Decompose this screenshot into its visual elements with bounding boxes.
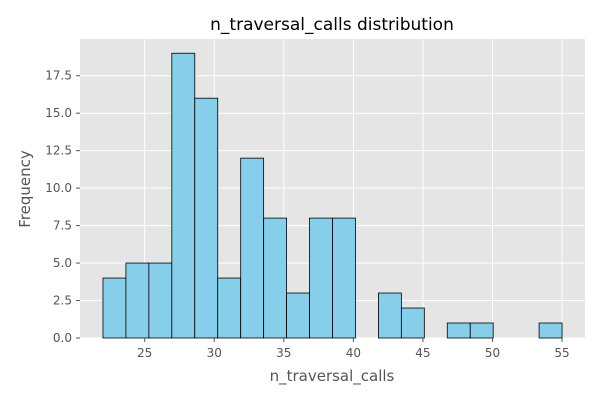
histogram-bar: [125, 262, 150, 339]
x-tick-label: 50: [485, 346, 500, 360]
histogram-bar: [263, 217, 287, 339]
x-tick-label: 40: [346, 346, 361, 360]
histogram-bar: [446, 322, 471, 339]
y-axis-label: Frequency: [16, 150, 34, 228]
histogram-bar: [240, 157, 265, 339]
x-axis-label: n_traversal_calls: [270, 367, 395, 386]
y-tick-label: 10.0: [45, 181, 72, 195]
histogram-bar: [194, 97, 219, 339]
histogram-bar: [217, 277, 242, 339]
x-tick-label: 45: [415, 346, 430, 360]
y-tick-label: 2.5: [53, 294, 72, 308]
histogram-bar: [102, 277, 127, 339]
x-tick-label: 30: [207, 346, 222, 360]
histogram-bar: [378, 292, 402, 339]
histogram-bar: [171, 52, 196, 339]
x-tick-label: 25: [137, 346, 152, 360]
histogram-bar: [148, 262, 173, 339]
histogram-bar: [469, 322, 494, 339]
y-tick-label: 15.0: [45, 106, 72, 120]
chart-title: n_traversal_calls distribution: [210, 15, 454, 35]
histogram-bar: [309, 217, 333, 339]
y-tick-label: 0.0: [53, 331, 72, 345]
histogram-bar: [332, 217, 356, 339]
histogram-bars: [102, 52, 563, 339]
y-tick-label: 12.5: [45, 144, 72, 158]
histogram-bar: [400, 307, 425, 339]
histogram-bar: [538, 322, 563, 339]
x-tick-label: 55: [554, 346, 569, 360]
histogram-bar: [286, 292, 310, 339]
y-axis-ticks: 0.0 2.5 5.0 7.5 10.0 12.5 15.0 17.5: [45, 69, 80, 345]
x-axis-ticks: 25 30 35 40 45 50 55: [137, 338, 570, 360]
y-tick-label: 7.5: [53, 219, 72, 233]
y-tick-label: 5.0: [53, 256, 72, 270]
x-tick-label: 35: [276, 346, 291, 360]
y-tick-label: 17.5: [45, 69, 72, 83]
